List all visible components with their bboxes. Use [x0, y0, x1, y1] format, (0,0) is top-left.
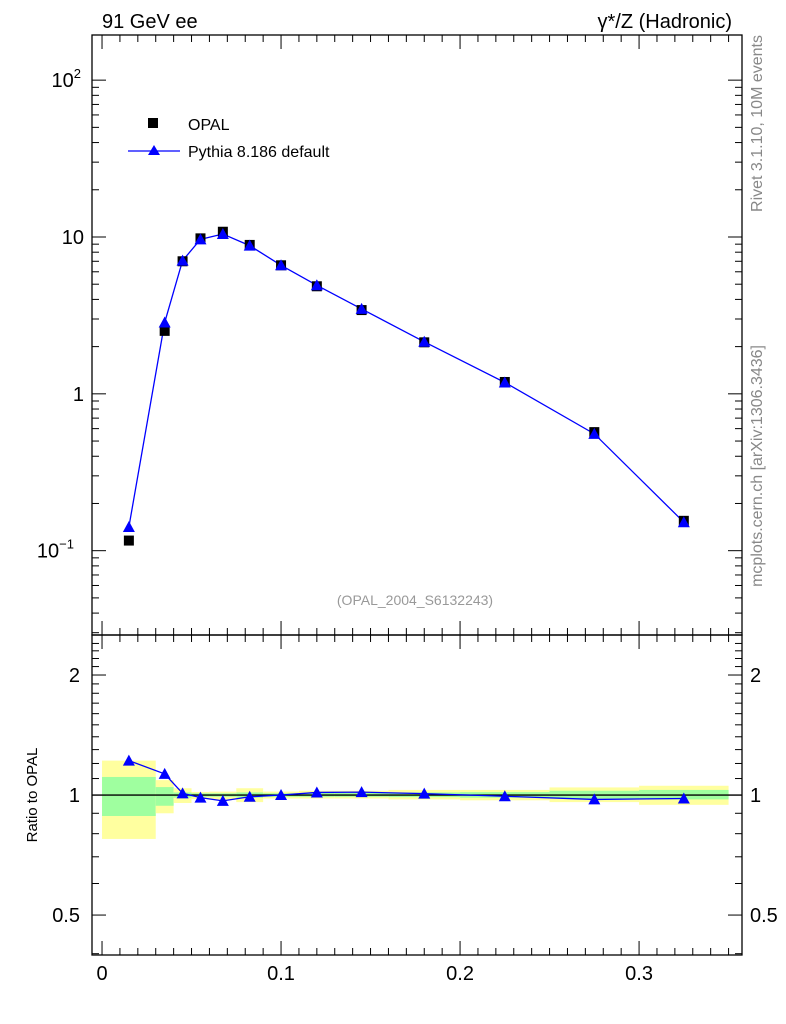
- ratio-tick-label-right: 1: [750, 785, 761, 807]
- ratio-tick-label-left: 2: [69, 665, 80, 687]
- x-tick-label: 0: [96, 963, 107, 985]
- x-tick-label: 0.3: [625, 963, 653, 985]
- mc-point: [355, 302, 368, 314]
- mc-point: [158, 316, 171, 328]
- ratio-tick-label-right: 2: [750, 665, 761, 687]
- legend-mc-marker: [148, 145, 160, 155]
- mc-line: [128, 233, 685, 528]
- legend-opal-label: OPAL: [188, 117, 230, 134]
- mc-ratio-point: [588, 793, 601, 805]
- y-tick-label: 102: [52, 66, 81, 92]
- mc-point: [588, 427, 601, 439]
- legend-mc-label: Pythia 8.186 default: [188, 144, 330, 161]
- mc-point: [243, 239, 256, 251]
- band-green: [155, 787, 174, 806]
- mc-ratio-point: [498, 790, 511, 802]
- x-tick-label: 0.2: [446, 963, 474, 985]
- ratio-tick-label-left: 0.5: [52, 905, 80, 927]
- mc-point: [122, 521, 135, 533]
- mc-ratio-point: [677, 792, 690, 804]
- mc-ratio-point: [122, 754, 135, 766]
- ratio-tick-label-right: 0.5: [750, 905, 778, 927]
- x-tick-label: 0.1: [267, 963, 295, 985]
- y-tick-label: 10−1: [37, 537, 74, 563]
- mc-point: [310, 279, 323, 291]
- y-tick-label: 1: [73, 384, 84, 406]
- mc-ratio-point: [310, 786, 323, 798]
- y-tick-label: 10: [62, 227, 84, 249]
- mc-ratio-point: [158, 767, 171, 779]
- mc-ratio-point: [176, 787, 189, 799]
- mc-point: [176, 254, 189, 266]
- opal-point: [159, 325, 170, 336]
- mc-point: [194, 233, 207, 245]
- mc-point: [498, 376, 511, 388]
- band-green: [102, 776, 156, 816]
- ratio-tick-label-left: 1: [69, 785, 80, 807]
- title-right: γ*/Z (Hadronic): [598, 11, 732, 33]
- mc-point: [418, 335, 431, 347]
- mc-ratio-point: [194, 791, 207, 803]
- side-label-mcplots: mcplots.cern.ch [arXiv:1306.3436]: [749, 345, 766, 587]
- mc-point: [275, 259, 288, 271]
- title-left: 91 GeV ee: [102, 11, 198, 33]
- mc-ratio-point: [216, 794, 229, 806]
- opal-point: [123, 535, 134, 546]
- mc-ratio-point: [418, 787, 431, 799]
- mc-ratio-point: [275, 789, 288, 801]
- ratio-ylabel: Ratio to OPAL: [24, 748, 41, 843]
- mc-point: [216, 228, 229, 240]
- legend-opal-marker: [148, 118, 158, 128]
- legend: OPAL Pythia 8.186 default: [128, 117, 330, 161]
- mc-ratio-point: [355, 786, 368, 798]
- mc-ratio-point: [243, 790, 256, 802]
- mc-point: [677, 516, 690, 528]
- analysis-label: (OPAL_2004_S6132243): [337, 592, 493, 608]
- side-label-rivet: Rivet 3.1.10, 10M events: [749, 35, 766, 212]
